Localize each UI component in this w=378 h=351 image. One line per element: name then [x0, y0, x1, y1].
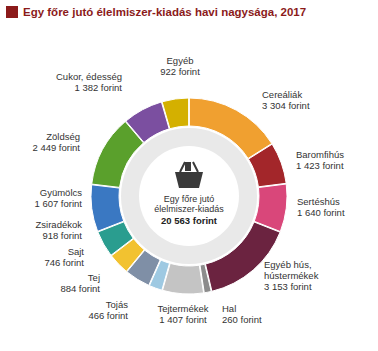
category-label-line: Tej [88, 272, 100, 283]
basket-icon [175, 162, 203, 188]
value-label: 466 forint [88, 310, 128, 321]
center-text-line: élelmiszer-kiadás [154, 204, 224, 214]
category-label: Tojás [106, 299, 128, 310]
value-label: 1 423 forint [296, 160, 344, 171]
center-text-line: Egy főre jutó [164, 194, 215, 204]
category-label: Zsiradékok [36, 219, 83, 230]
center-total: 20 563 forint [161, 215, 218, 226]
basket-body [175, 172, 203, 188]
category-label-line: hústermékek [264, 270, 319, 281]
value-label: 2 449 forint [32, 142, 80, 153]
inner-circle [139, 146, 239, 246]
category-label-line: Tojás [106, 299, 128, 310]
title-marker [6, 6, 18, 18]
value-label: 1 640 forint [297, 207, 345, 218]
labels: Cereáliák3 304 forint Baromfihús1 423 for… [32, 55, 344, 325]
value-label: 3 304 forint [262, 100, 310, 111]
category-label-line: Zöldség [46, 131, 80, 142]
category-label: Egyéb [167, 55, 194, 66]
basket-item [185, 162, 191, 171]
category-label: Cukor, édesség [56, 71, 122, 82]
category-label: Gyümölcs [40, 187, 82, 198]
category-label: Baromfihús [296, 149, 344, 160]
basket-handle [180, 162, 198, 172]
value-label: 884 forint [60, 283, 100, 294]
category-label-line: Sajt [68, 246, 85, 257]
chart-svg: Egy főre jutó élelmiszer-kiadás havi nag… [0, 0, 378, 351]
inner-band [121, 128, 257, 264]
category-label: Tej [88, 272, 100, 283]
category-label-line: Baromfihús [296, 149, 344, 160]
value-label: 1 607 forint [34, 198, 82, 209]
center-text: Egy főre jutóélelmiszer-kiadás [154, 194, 224, 214]
category-label: Egyéb hús,hústermékek [264, 259, 319, 281]
category-label: Sertéshús [297, 196, 340, 207]
category-label-line: Gyümölcs [40, 187, 82, 198]
slice [91, 185, 124, 232]
category-label: Cereáliák [262, 89, 302, 100]
value-label: 922 forint [160, 66, 200, 77]
category-label-line: Zsiradékok [36, 219, 83, 230]
category-label-line: Sertéshús [297, 196, 340, 207]
chart-root: Egy főre jutó élelmiszer-kiadás havi nag… [0, 0, 378, 351]
value-label: 1 382 forint [74, 82, 122, 93]
category-label-line: Cukor, édesség [56, 71, 122, 82]
donut: Egy főre jutóélelmiszer-kiadás20 563 for… [91, 98, 287, 294]
slice [162, 98, 189, 129]
value-label: 1 407 forint [159, 314, 207, 325]
category-label: Sajt [68, 246, 85, 257]
category-label-line: Cereáliák [262, 89, 302, 100]
category-label: Zöldség [46, 131, 80, 142]
value-label: 918 forint [42, 230, 82, 241]
title: Egy főre jutó élelmiszer-kiadás havi nag… [23, 6, 306, 18]
category-label-line: Egyéb [167, 55, 194, 66]
slice [163, 263, 204, 294]
category-label-line: Hal [222, 303, 236, 314]
category-label-line: Tejtermékek [157, 303, 208, 314]
value-label: 260 forint [222, 314, 262, 325]
category-label: Tejtermékek [157, 303, 208, 314]
value-label: 3 153 forint [264, 281, 312, 292]
category-label-line: Egyéb hús, [264, 259, 312, 270]
value-label: 746 forint [44, 257, 84, 268]
category-label: Hal [222, 303, 236, 314]
